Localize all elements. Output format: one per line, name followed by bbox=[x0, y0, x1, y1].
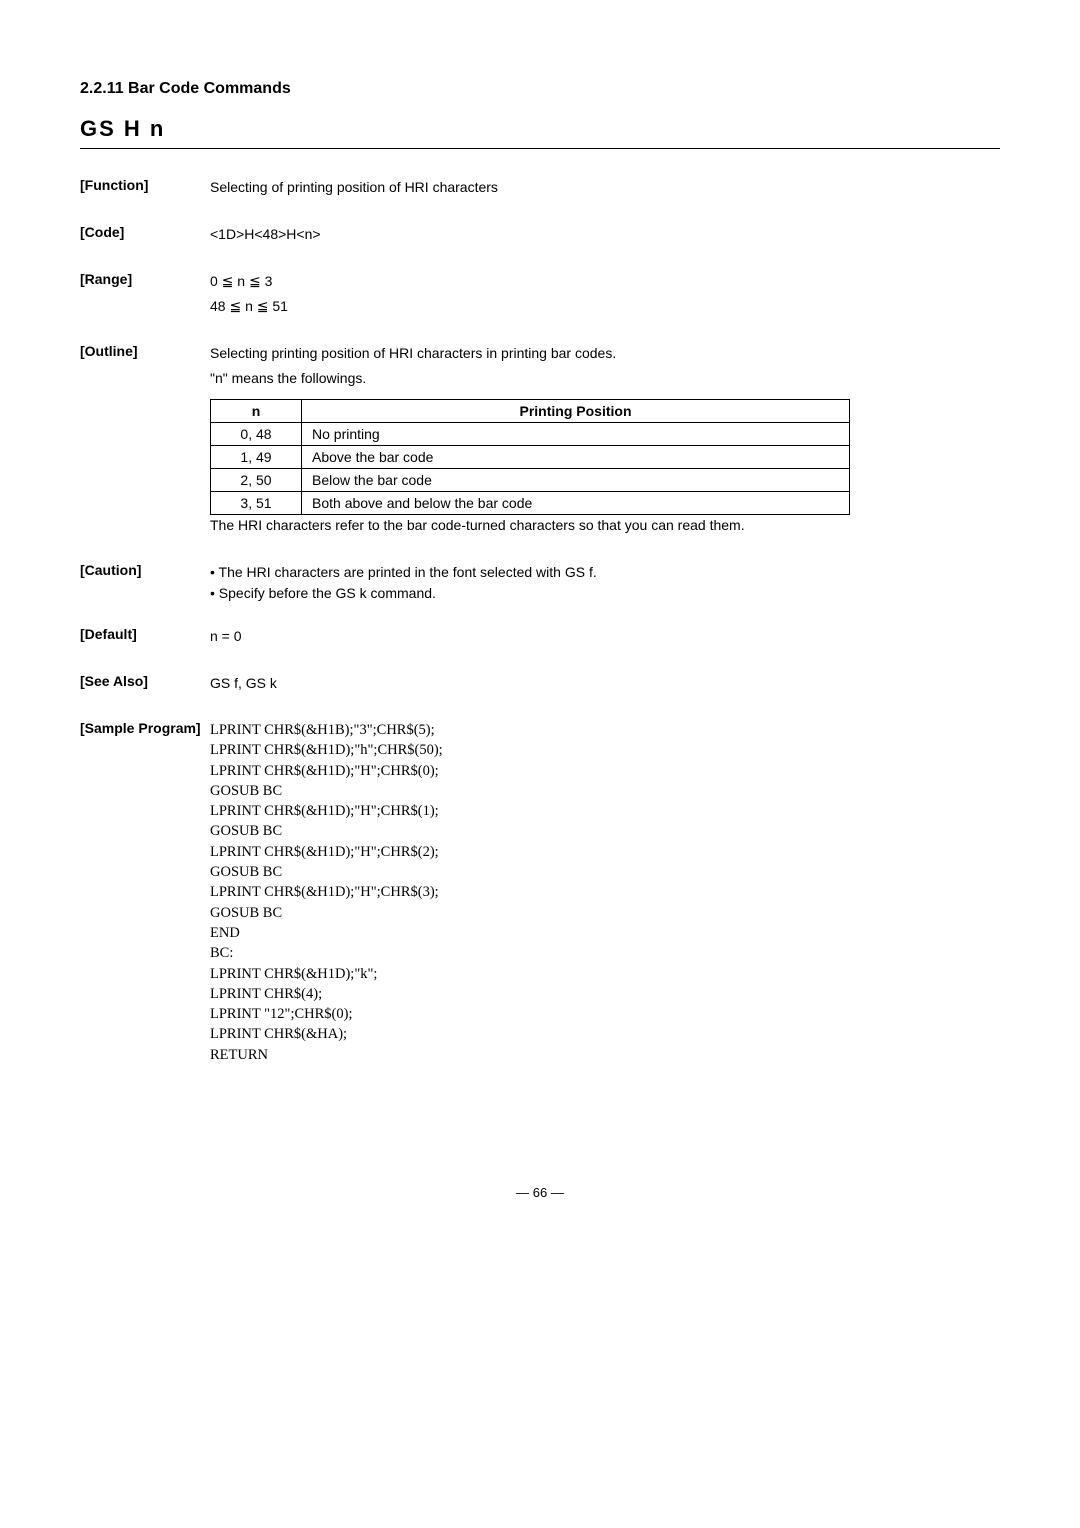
outline-note: The HRI characters refer to the bar code… bbox=[210, 515, 1000, 536]
td-n: 3, 51 bbox=[211, 492, 302, 515]
sample-code: LPRINT CHR$(&H1B);"3";CHR$(5); LPRINT CH… bbox=[210, 720, 1000, 1065]
td-pos: Below the bar code bbox=[302, 469, 850, 492]
label-code: [Code] bbox=[80, 224, 210, 240]
table-row: 3, 51 Both above and below the bar code bbox=[211, 492, 850, 515]
seealso-text: GS f, GS k bbox=[210, 673, 1000, 694]
label-seealso: [See Also] bbox=[80, 673, 210, 689]
label-sample: [Sample Program] bbox=[80, 720, 210, 736]
value-seealso: GS f, GS k bbox=[210, 673, 1000, 698]
row-function: [Function] Selecting of printing positio… bbox=[80, 177, 1000, 202]
section-heading: 2.2.11 Bar Code Commands bbox=[80, 80, 1000, 98]
value-default: n = 0 bbox=[210, 626, 1000, 651]
label-outline: [Outline] bbox=[80, 343, 210, 359]
td-pos: Above the bar code bbox=[302, 446, 850, 469]
value-function: Selecting of printing position of HRI ch… bbox=[210, 177, 1000, 202]
table-row: 2, 50 Below the bar code bbox=[211, 469, 850, 492]
value-sample: LPRINT CHR$(&H1B);"3";CHR$(5); LPRINT CH… bbox=[210, 720, 1000, 1065]
th-pos: Printing Position bbox=[302, 400, 850, 423]
table-header-row: n Printing Position bbox=[211, 400, 850, 423]
td-pos: Both above and below the bar code bbox=[302, 492, 850, 515]
page-number: — 66 — bbox=[80, 1185, 1000, 1200]
value-outline: Selecting printing position of HRI chara… bbox=[210, 343, 1000, 540]
range-line2: 48 ≦ n ≦ 51 bbox=[210, 296, 1000, 317]
td-n: 0, 48 bbox=[211, 423, 302, 446]
value-range: 0 ≦ n ≦ 3 48 ≦ n ≦ 51 bbox=[210, 271, 1000, 321]
outline-line2: "n" means the followings. bbox=[210, 368, 1000, 389]
caution-item: Specify before the GS k command. bbox=[210, 583, 1000, 604]
label-function: [Function] bbox=[80, 177, 210, 193]
label-range: [Range] bbox=[80, 271, 210, 287]
row-seealso: [See Also] GS f, GS k bbox=[80, 673, 1000, 698]
label-default: [Default] bbox=[80, 626, 210, 642]
value-caution: The HRI characters are printed in the fo… bbox=[210, 562, 1000, 604]
row-outline: [Outline] Selecting printing position of… bbox=[80, 343, 1000, 540]
td-pos: No printing bbox=[302, 423, 850, 446]
td-n: 1, 49 bbox=[211, 446, 302, 469]
row-caution: [Caution] The HRI characters are printed… bbox=[80, 562, 1000, 604]
td-n: 2, 50 bbox=[211, 469, 302, 492]
printing-position-table: n Printing Position 0, 48 No printing 1,… bbox=[210, 399, 850, 515]
caution-list: The HRI characters are printed in the fo… bbox=[210, 562, 1000, 604]
row-code: [Code] <1D>H<48>H<n> bbox=[80, 224, 1000, 249]
table-row: 0, 48 No printing bbox=[211, 423, 850, 446]
outline-line1: Selecting printing position of HRI chara… bbox=[210, 343, 1000, 364]
row-range: [Range] 0 ≦ n ≦ 3 48 ≦ n ≦ 51 bbox=[80, 271, 1000, 321]
default-text: n = 0 bbox=[210, 626, 1000, 647]
caution-item: The HRI characters are printed in the fo… bbox=[210, 562, 1000, 583]
row-default: [Default] n = 0 bbox=[80, 626, 1000, 651]
th-n: n bbox=[211, 400, 302, 423]
range-line1: 0 ≦ n ≦ 3 bbox=[210, 271, 1000, 292]
command-title: GS H n bbox=[80, 116, 1000, 149]
label-caution: [Caution] bbox=[80, 562, 210, 578]
row-sample: [Sample Program] LPRINT CHR$(&H1B);"3";C… bbox=[80, 720, 1000, 1065]
function-text: Selecting of printing position of HRI ch… bbox=[210, 177, 1000, 198]
table-row: 1, 49 Above the bar code bbox=[211, 446, 850, 469]
code-text: <1D>H<48>H<n> bbox=[210, 224, 1000, 245]
value-code: <1D>H<48>H<n> bbox=[210, 224, 1000, 249]
